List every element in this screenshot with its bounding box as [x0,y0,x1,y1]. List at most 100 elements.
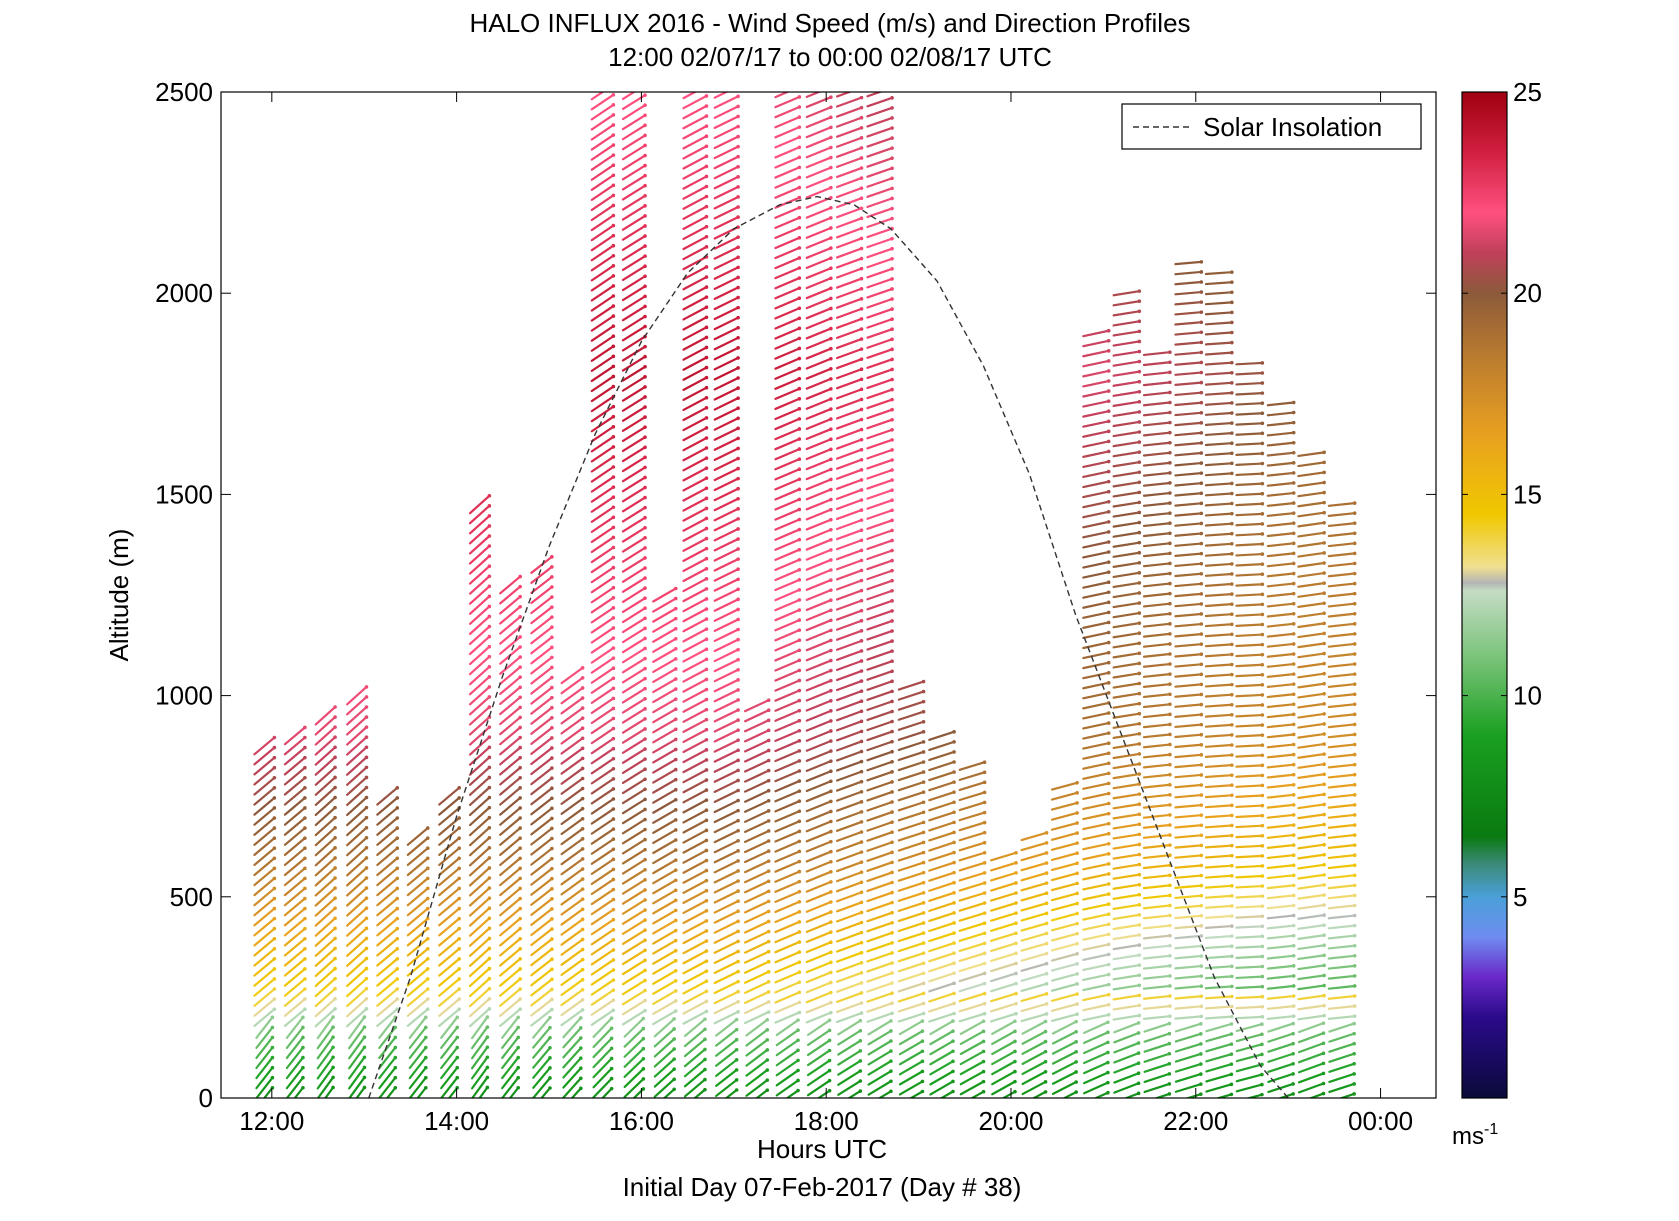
wind-barb [1329,853,1357,858]
wind-barb [960,931,987,940]
wind-barb [807,105,833,117]
wind-barb [254,897,276,916]
wind-barb [377,917,399,936]
wind-barb [347,896,368,915]
wind-barb [316,977,337,996]
wind-barb [1206,1052,1233,1061]
wind-barb [1236,733,1264,737]
wind-barb [1329,894,1357,899]
wind-barb [1175,854,1203,858]
wind-barb [1329,1022,1356,1032]
wind-barb [1268,521,1296,526]
wind-barb [775,206,801,218]
wind-barb [1175,532,1203,536]
wind-barb [1329,783,1357,788]
wind-barb [1144,984,1172,989]
wind-barb [1175,562,1203,566]
wind-barb [347,977,368,996]
wind-barb [1206,673,1234,677]
wind-barb [867,428,893,438]
wind-barb [1114,994,1141,1000]
wind-barb [408,947,430,966]
wind-barb [1176,1082,1203,1091]
wind-barb [562,676,585,693]
wind-barb [1329,592,1357,597]
wind-barb [316,927,337,946]
wind-barb [775,95,801,107]
wind-barb [1175,964,1203,968]
wind-barb [775,508,801,520]
wind-barb [775,447,801,459]
wind-barb [1083,510,1110,517]
wind-barb [1175,351,1203,355]
wind-barb [991,972,1018,981]
y-tick-label: 0 [199,1083,213,1113]
wind-barb [775,216,801,228]
wind-barb [1175,662,1203,666]
wind-barb [867,981,893,991]
wind-barb [1175,280,1203,284]
wind-barb [1298,632,1326,637]
wind-barb [1298,591,1326,596]
wind-barb [1298,1004,1326,1009]
wind-barb [867,669,893,679]
wind-barb [1268,934,1296,939]
wind-barb [531,686,553,704]
wind-barb [316,745,337,764]
wind-barb [929,941,956,951]
wind-barb [807,468,833,480]
wind-barb [807,639,833,651]
wind-barb [1236,673,1264,677]
wind-barb [254,856,276,875]
wind-barb [1114,551,1141,557]
wind-barb [807,95,833,107]
wind-barb [1083,772,1110,779]
wind-barb [1298,873,1326,878]
wind-barb [1144,1004,1172,1009]
wind-barb [1206,633,1234,637]
wind-barb [1236,663,1264,667]
wind-barb [991,962,1018,971]
wind-barb [775,236,801,248]
wind-barb [837,367,863,378]
wind-barb [1268,753,1296,758]
wind-barb [1236,935,1264,939]
wind-barb [562,897,585,914]
wind-barb [1114,1031,1140,1042]
wind-barb [1206,1042,1233,1051]
wind-barb [1206,1083,1233,1092]
wind-barb [716,1068,738,1086]
wind-barb [1052,781,1079,790]
wind-barb [1206,331,1234,335]
wind-barb [531,766,553,784]
wind-barb [929,780,956,790]
wind-barb [775,266,801,278]
wind-barb [316,856,337,875]
legend-label: Solar Insolation [1203,112,1382,142]
wind-barb [807,950,833,962]
wind-barb [929,750,956,760]
wind-barb [318,1086,335,1109]
wind-barb [960,760,987,769]
wind-barb [1236,572,1264,576]
wind-barb [716,1048,738,1066]
wind-barb [1236,532,1264,536]
wind-barb [807,337,833,349]
wind-barb [1206,391,1234,395]
wind-barb [775,166,801,178]
wind-barb [1083,419,1110,426]
wind-barb [1144,994,1172,999]
wind-barb [837,458,863,469]
wind-barb [1268,421,1296,426]
wind-barb [807,558,833,570]
wind-barb [502,1086,520,1108]
wind-barb [500,796,522,815]
wind-barb [1268,1092,1295,1102]
wind-barb [1114,420,1141,426]
wind-barb [285,796,307,815]
wind-barb [1268,874,1296,879]
wind-barb [1175,491,1203,495]
wind-barb [991,871,1018,880]
wind-barb [1114,913,1141,919]
wind-barb [991,881,1018,890]
